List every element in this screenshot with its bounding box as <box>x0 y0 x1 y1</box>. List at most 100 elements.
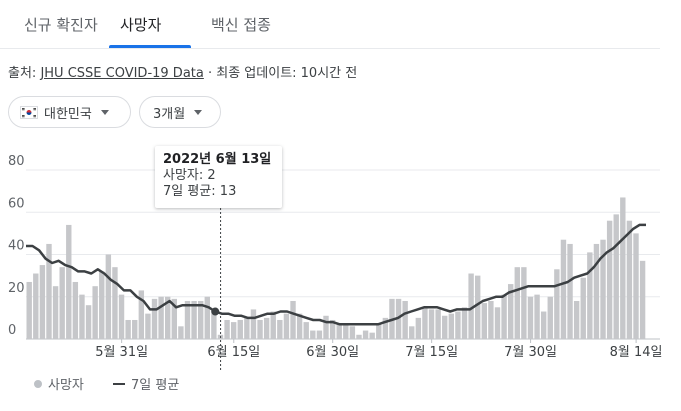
bar <box>132 319 138 339</box>
bar <box>329 319 336 339</box>
bar <box>263 317 270 339</box>
x-tick-label: 5월 31일 <box>95 345 148 360</box>
region-label: 대한민국 <box>44 106 92 122</box>
bar <box>244 317 250 339</box>
legend-average-label: 7일 평균 <box>131 378 180 393</box>
bar <box>99 271 105 339</box>
bar <box>277 319 283 339</box>
bar <box>560 239 567 339</box>
bar <box>442 315 448 339</box>
active-tab-indicator <box>109 45 191 48</box>
bar <box>138 290 145 339</box>
y-tick-label: 0 <box>8 323 16 338</box>
period-dropdown[interactable]: 3개월 <box>139 96 221 128</box>
bar <box>501 294 507 339</box>
bar <box>382 317 389 339</box>
chevron-down-icon <box>100 109 109 115</box>
bar <box>606 220 613 339</box>
bar <box>547 296 553 339</box>
tab-new-cases[interactable]: 신규 확진자 <box>24 16 98 34</box>
bar <box>593 243 600 339</box>
bar <box>540 311 547 339</box>
tooltip-date: 2022년 6월 13일 <box>163 152 272 167</box>
bar <box>72 281 79 339</box>
bar <box>554 269 560 339</box>
x-tick-label: 8월 14일 <box>610 345 663 360</box>
region-dropdown[interactable]: 대한민국 <box>8 96 131 128</box>
source-link[interactable]: JHU CSSE COVID-19 Data <box>40 66 204 81</box>
bar <box>534 294 540 339</box>
bar <box>573 300 580 339</box>
bar <box>26 281 32 339</box>
bar <box>33 273 39 339</box>
bar <box>587 252 593 339</box>
bar <box>620 197 626 339</box>
bar <box>494 307 501 339</box>
bar <box>296 313 303 339</box>
bar <box>158 296 164 339</box>
bar <box>323 315 329 339</box>
bar <box>468 273 474 339</box>
bar <box>178 326 184 339</box>
bar <box>402 300 408 339</box>
bar <box>79 294 85 339</box>
bar <box>362 330 369 339</box>
bar <box>475 275 481 339</box>
bar <box>415 317 422 339</box>
bar <box>257 319 263 339</box>
x-tick-label: 7월 30일 <box>504 345 557 360</box>
bar <box>461 307 468 339</box>
bar <box>316 330 323 339</box>
bar <box>507 284 514 339</box>
bar <box>191 300 197 339</box>
last-updated: · 최종 업데이트: 10시간 전 <box>203 66 358 81</box>
bar <box>66 224 72 339</box>
bar <box>46 243 52 339</box>
tab-bar: 신규 확진자 사망자 백신 접종 <box>0 0 660 49</box>
bar <box>303 322 309 339</box>
bar <box>105 254 112 339</box>
bar <box>369 332 375 339</box>
bar <box>145 313 151 339</box>
legend-average: 7일 평균 <box>113 374 179 393</box>
bar <box>422 307 428 339</box>
bar <box>224 319 230 339</box>
bar <box>435 309 441 339</box>
bar <box>39 265 46 339</box>
bar <box>250 309 257 339</box>
x-tick-label: 6월 15일 <box>207 345 260 360</box>
period-label: 3개월 <box>153 106 186 122</box>
tab-vaccinations[interactable]: 백신 접종 <box>211 16 271 34</box>
y-tick-label: 60 <box>8 196 25 211</box>
bar <box>230 322 237 339</box>
bar <box>171 298 178 339</box>
y-tick-label: 20 <box>8 281 25 296</box>
x-tick-label: 6월 30일 <box>306 345 359 360</box>
bar <box>92 286 98 339</box>
bar <box>448 313 455 339</box>
bar <box>197 300 204 339</box>
bar <box>59 267 65 339</box>
bar <box>52 286 59 339</box>
tab-deaths[interactable]: 사망자 <box>120 16 162 34</box>
y-tick-label: 40 <box>8 239 25 254</box>
source-prefix: 출처: <box>8 66 41 81</box>
legend-deaths: 사망자 <box>34 374 84 393</box>
bar <box>527 296 534 339</box>
bar <box>125 319 131 339</box>
bar <box>85 305 92 339</box>
bar <box>237 319 243 339</box>
bar <box>349 326 356 339</box>
bar <box>455 311 461 339</box>
legend-deaths-label: 사망자 <box>48 378 84 393</box>
bar <box>514 267 520 339</box>
bar <box>521 267 527 339</box>
bar <box>184 300 191 339</box>
bar <box>633 233 639 339</box>
deaths-chart[interactable]: 0 20 40 60 80 5월 31일 6월 15일 6월 30일 7월 15일 7월 30일 8… <box>0 140 681 370</box>
bar <box>376 324 382 339</box>
tooltip-average: 7일 평균: 13 <box>163 184 237 199</box>
bar <box>488 300 494 339</box>
bar <box>336 324 342 339</box>
chart-tooltip: 2022년 6월 13일 사망자: 2 7일 평균: 13 <box>155 146 282 208</box>
